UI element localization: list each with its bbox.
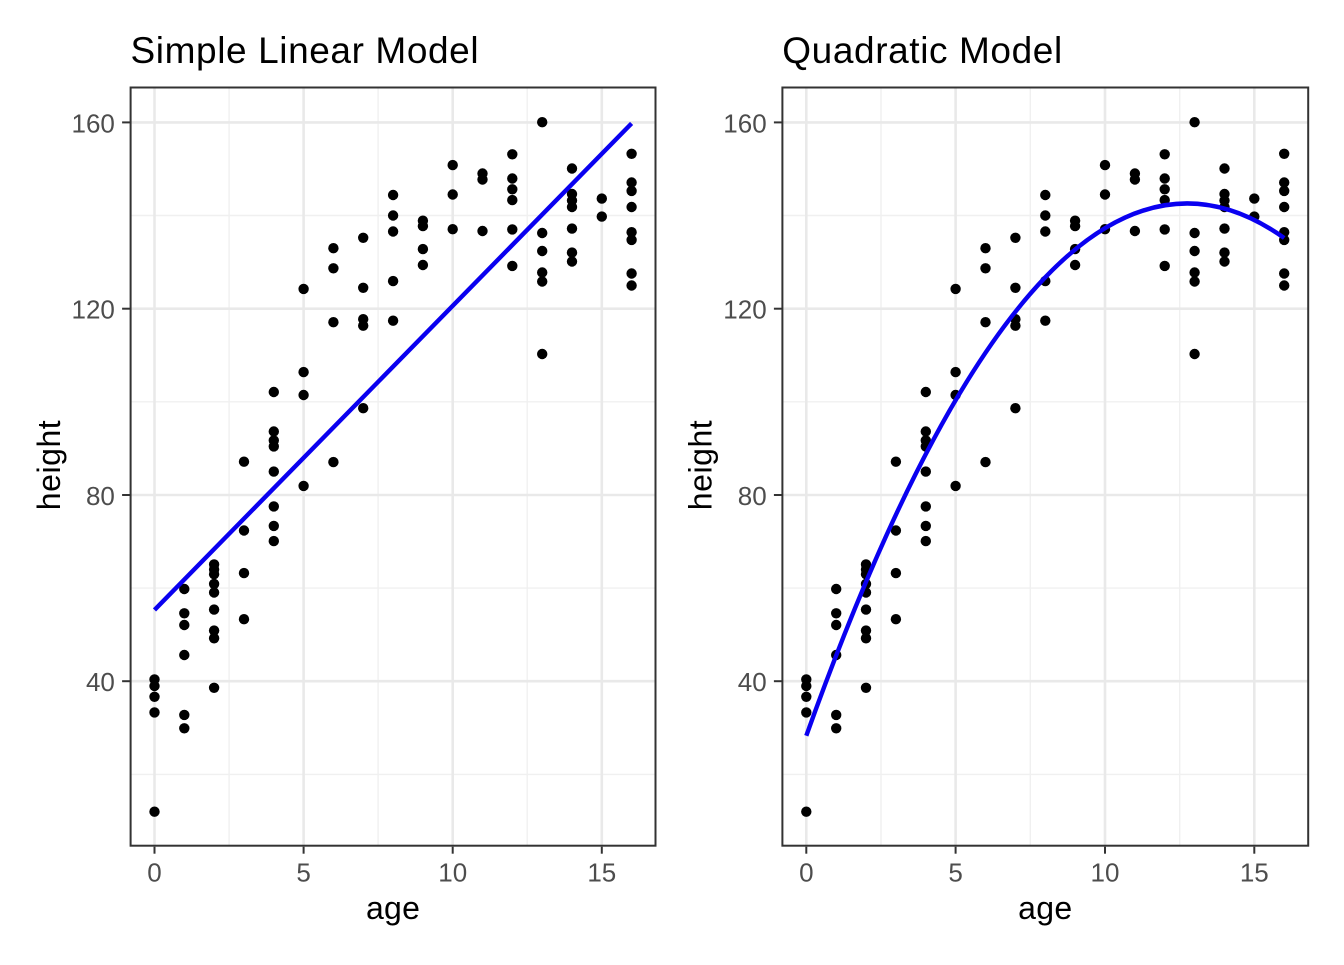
svg-text:0: 0: [799, 858, 813, 888]
svg-text:age: age: [1018, 890, 1072, 926]
svg-text:160: 160: [723, 108, 766, 138]
svg-text:120: 120: [723, 295, 766, 325]
svg-text:height: height: [683, 420, 719, 511]
svg-text:160: 160: [72, 108, 115, 138]
svg-text:40: 40: [738, 667, 767, 697]
svg-text:120: 120: [72, 295, 115, 325]
svg-text:Simple Linear Model: Simple Linear Model: [131, 30, 480, 71]
svg-text:5: 5: [948, 858, 962, 888]
svg-text:height: height: [31, 420, 67, 511]
svg-text:Quadratic Model: Quadratic Model: [782, 30, 1062, 71]
svg-text:80: 80: [86, 481, 115, 511]
svg-text:5: 5: [296, 858, 310, 888]
svg-text:40: 40: [86, 667, 115, 697]
svg-text:age: age: [366, 890, 420, 926]
svg-text:15: 15: [587, 858, 616, 888]
svg-text:0: 0: [147, 858, 161, 888]
svg-text:10: 10: [438, 858, 467, 888]
svg-text:80: 80: [738, 481, 767, 511]
svg-text:15: 15: [1240, 858, 1269, 888]
svg-text:10: 10: [1091, 858, 1120, 888]
